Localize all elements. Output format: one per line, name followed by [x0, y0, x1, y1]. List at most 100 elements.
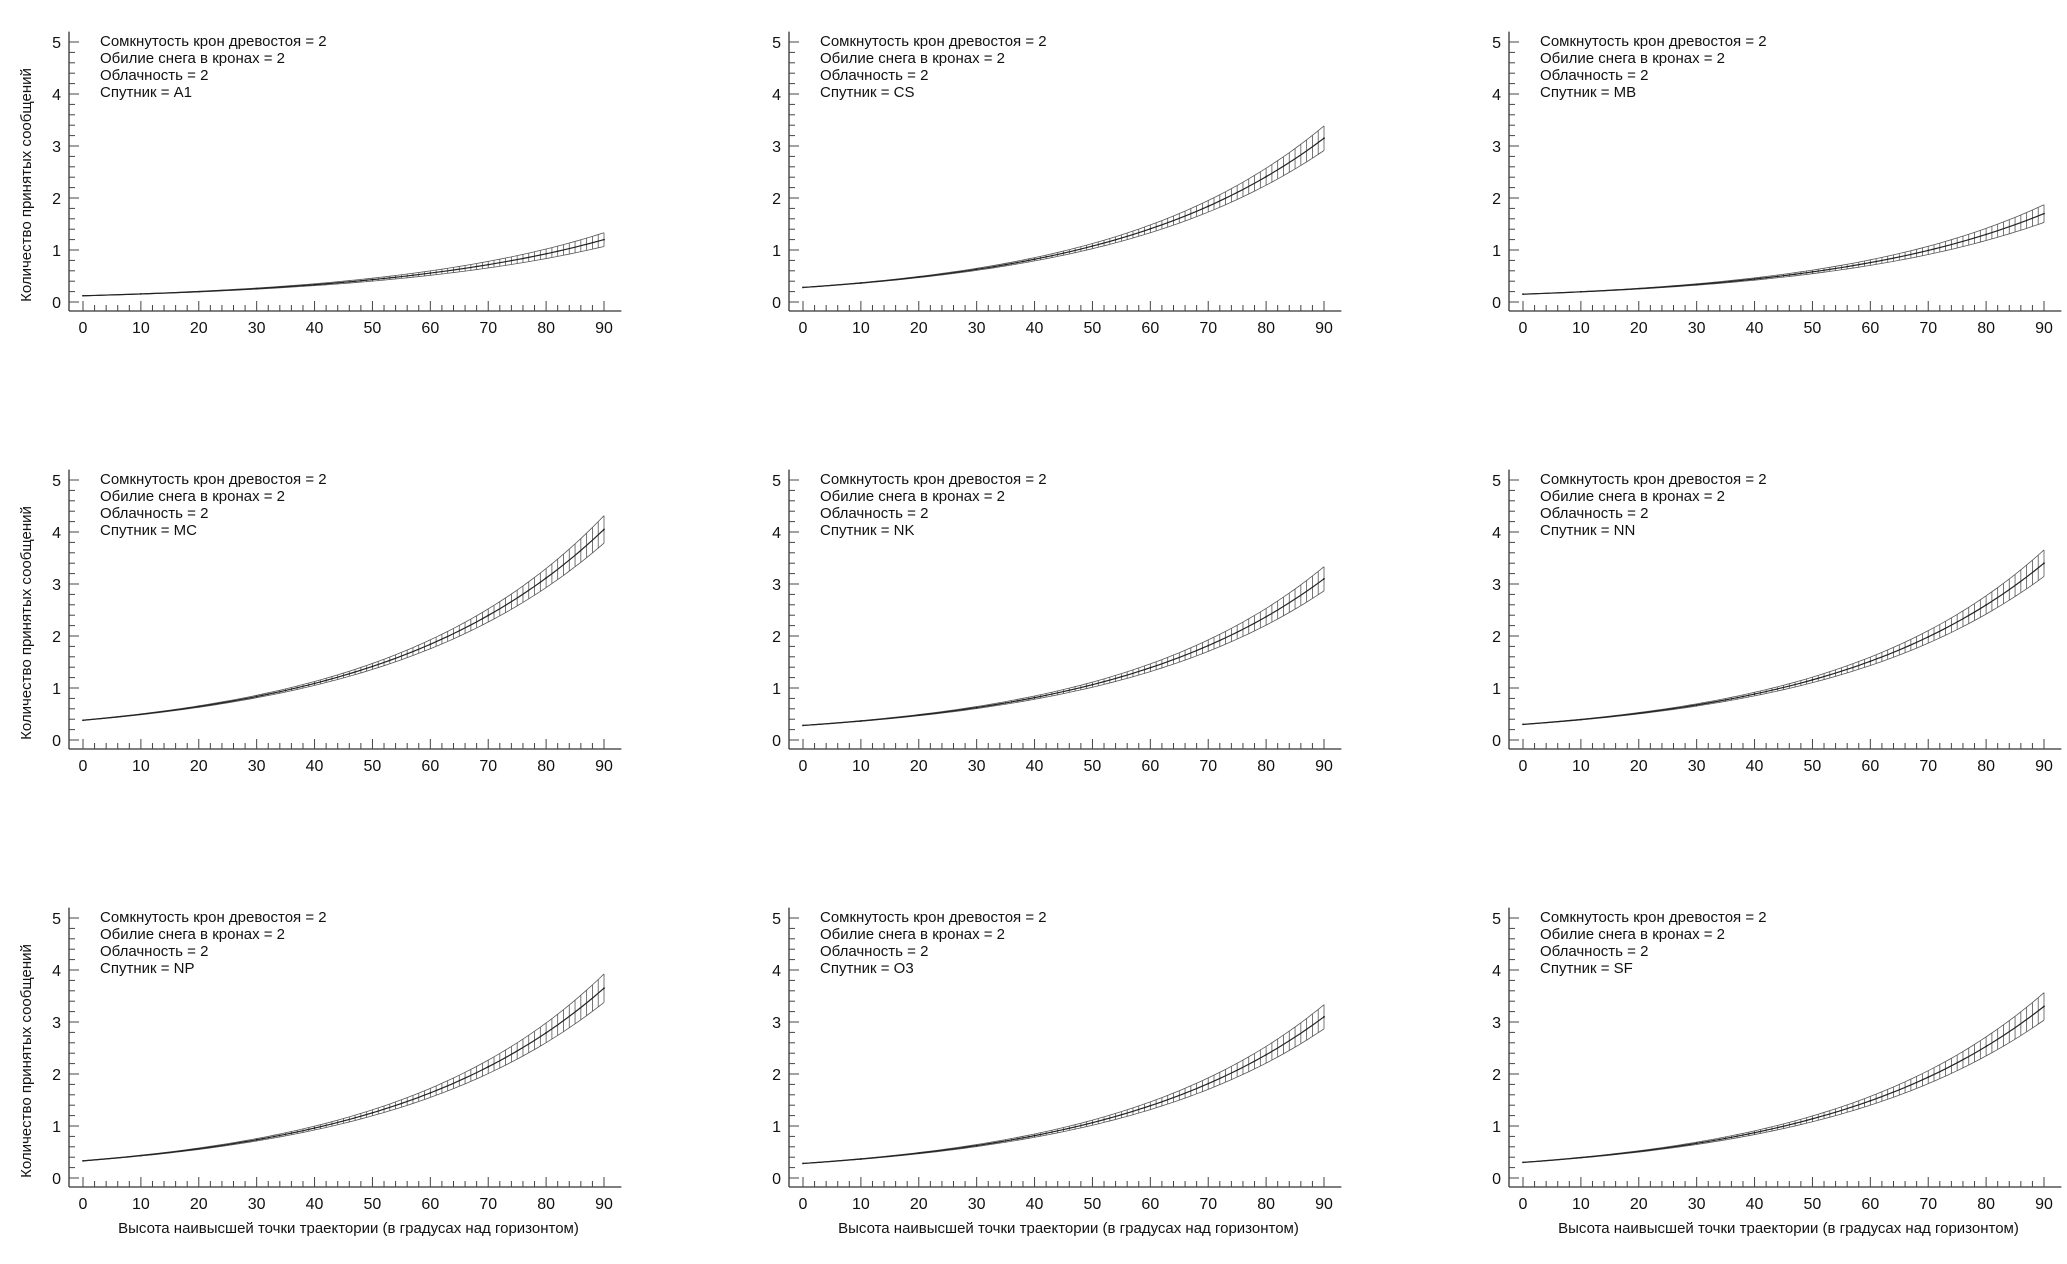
data-point — [2043, 212, 2045, 215]
data-point — [859, 282, 862, 284]
y-tick-label: 2 — [772, 629, 781, 646]
y-tick-label: 3 — [772, 139, 781, 156]
data-point — [429, 1091, 432, 1094]
x-tick-label: 80 — [537, 758, 555, 775]
x-tick-label: 80 — [1257, 1196, 1275, 1213]
data-point — [802, 286, 804, 289]
data-point — [1091, 1121, 1094, 1124]
x-tick-label: 80 — [1257, 758, 1275, 775]
y-tick-label: 2 — [772, 191, 781, 208]
x-axis-label: Высота наивысшей точки траектории (в гра… — [118, 1220, 579, 1237]
data-point — [1091, 683, 1094, 686]
x-tick-label: 40 — [1746, 758, 1764, 775]
x-tick-label: 40 — [1026, 1196, 1044, 1213]
data-point — [1579, 718, 1582, 721]
data-point — [1265, 615, 1268, 618]
x-tick-label: 90 — [1315, 320, 1333, 337]
y-tick-label: 1 — [52, 1119, 61, 1136]
y-tick-label: 4 — [1492, 87, 1501, 104]
data-point — [1985, 233, 1988, 236]
y-axis-label: Количество принятых сообщений — [18, 506, 35, 740]
data-point — [545, 252, 548, 255]
panel-annotation: Сомкнутость крон древостоя = 2 — [1540, 909, 1767, 926]
y-tick-label: 5 — [772, 473, 781, 490]
x-tick-label: 0 — [79, 758, 88, 775]
data-point — [1637, 1150, 1640, 1153]
confidence-band — [1522, 549, 2045, 725]
panel-annotation: Сомкнутость крон древостоя = 2 — [1540, 33, 1767, 50]
x-tick-label: 50 — [1804, 1196, 1822, 1213]
data-point — [1753, 693, 1756, 695]
panel-annotation: Обилие снега в кронах = 2 — [820, 50, 1005, 67]
panel-annotation: Спутник = NK — [820, 522, 914, 539]
panel-annotation: Сомкнутость крон древостоя = 2 — [100, 471, 327, 488]
x-tick-label: 90 — [1315, 1196, 1333, 1213]
x-tick-label: 10 — [132, 1196, 150, 1213]
x-tick-label: 90 — [595, 320, 613, 337]
y-tick-label: 4 — [52, 87, 61, 104]
band-upper — [1522, 549, 2045, 725]
data-point — [2043, 1005, 2045, 1008]
data-point — [1985, 1045, 1988, 1048]
x-tick-label: 90 — [595, 758, 613, 775]
x-tick-label: 80 — [1977, 1196, 1995, 1213]
confidence-band — [82, 973, 605, 1162]
data-point — [1869, 1099, 1872, 1102]
y-tick-label: 0 — [1492, 733, 1501, 750]
confidence-band — [802, 566, 1325, 726]
band-upper — [802, 125, 1325, 288]
data-point — [82, 1159, 84, 1162]
panel-annotation: Сомкнутость крон древостоя = 2 — [1540, 471, 1767, 488]
x-tick-label: 80 — [1977, 758, 1995, 775]
x-tick-label: 70 — [479, 758, 497, 775]
data-point — [859, 720, 862, 722]
data-point — [1091, 245, 1094, 248]
data-point — [1207, 205, 1210, 208]
panel-annotation: Обилие снега в кронах = 2 — [820, 926, 1005, 943]
panel-annotation: Обилие снега в кронах = 2 — [820, 488, 1005, 505]
panel-annotation: Сомкнутость крон древостоя = 2 — [820, 471, 1047, 488]
x-tick-label: 10 — [852, 758, 870, 775]
data-point — [487, 614, 490, 617]
x-tick-label: 90 — [2035, 758, 2053, 775]
x-tick-label: 50 — [364, 1196, 382, 1213]
data-point — [2043, 562, 2045, 565]
fitted-line — [82, 987, 605, 1162]
x-tick-label: 20 — [1630, 758, 1648, 775]
x-tick-label: 90 — [2035, 1196, 2053, 1213]
data-point — [197, 290, 200, 293]
x-tick-label: 60 — [1141, 758, 1159, 775]
panel-annotation: Сомкнутость крон древостоя = 2 — [100, 909, 327, 926]
x-tick-label: 10 — [1572, 320, 1590, 337]
panel-annotation: Обилие снега в кронах = 2 — [100, 488, 285, 505]
x-tick-label: 30 — [968, 758, 986, 775]
x-tick-label: 50 — [364, 320, 382, 337]
band-upper — [1522, 992, 2045, 1163]
panel-annotation: Обилие снега в кронах = 2 — [1540, 926, 1725, 943]
data-point — [487, 1065, 490, 1068]
x-tick-label: 10 — [1572, 758, 1590, 775]
x-axis-label: Высота наивысшей точки траектории (в гра… — [1558, 1220, 2019, 1237]
x-tick-label: 0 — [799, 758, 808, 775]
x-tick-label: 30 — [968, 1196, 986, 1213]
y-tick-label: 2 — [1492, 629, 1501, 646]
data-point — [1579, 1156, 1582, 1159]
y-tick-label: 3 — [772, 1015, 781, 1032]
data-point — [1869, 660, 1872, 663]
data-point — [975, 706, 978, 709]
data-point — [1811, 678, 1814, 681]
fitted-line — [1522, 213, 2045, 295]
data-point — [371, 1111, 374, 1114]
y-tick-label: 3 — [1492, 577, 1501, 594]
y-tick-label: 4 — [1492, 525, 1501, 542]
fitted-line — [802, 137, 1325, 289]
x-tick-label: 20 — [910, 1196, 928, 1213]
band-lower — [82, 542, 605, 721]
data-point — [545, 577, 548, 579]
data-point — [371, 665, 374, 668]
panel-annotation: Облачность = 2 — [100, 67, 208, 84]
x-tick-label: 40 — [1746, 1196, 1764, 1213]
